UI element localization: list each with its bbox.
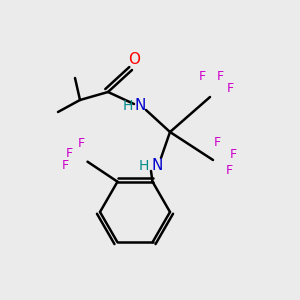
- Text: O: O: [128, 52, 140, 67]
- Text: F: F: [62, 159, 69, 172]
- Text: H: H: [139, 159, 149, 173]
- Text: F: F: [213, 136, 220, 148]
- Text: F: F: [216, 70, 224, 83]
- Text: F: F: [226, 82, 234, 95]
- Text: F: F: [225, 164, 233, 176]
- Text: F: F: [78, 137, 85, 150]
- Text: F: F: [230, 148, 237, 160]
- Text: H: H: [123, 99, 133, 113]
- Text: N: N: [134, 98, 146, 113]
- Text: N: N: [151, 158, 163, 173]
- Text: F: F: [66, 147, 73, 160]
- Text: F: F: [198, 70, 206, 83]
